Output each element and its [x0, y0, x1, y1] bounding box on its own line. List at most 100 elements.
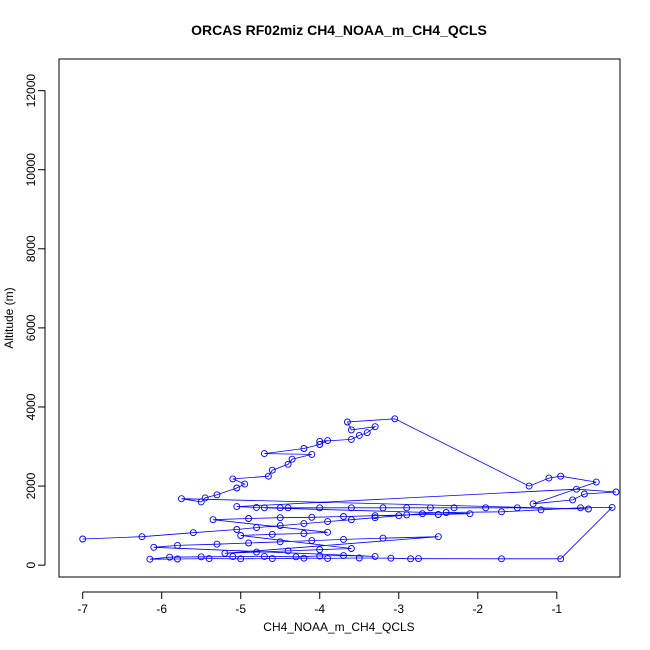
data-point — [324, 528, 332, 536]
data-point — [245, 539, 253, 547]
data-point — [355, 554, 363, 562]
data-point — [347, 504, 355, 512]
data-point — [573, 485, 580, 493]
data-point — [276, 504, 284, 512]
data-point — [308, 537, 316, 545]
data-point — [197, 553, 205, 561]
data-point — [498, 555, 505, 563]
data-point — [557, 555, 565, 563]
data-point — [371, 512, 379, 520]
data-point — [79, 535, 87, 543]
data-point — [233, 484, 241, 492]
data-point — [450, 504, 458, 512]
data-point — [419, 510, 426, 518]
x-tick-label: -3 — [393, 602, 404, 616]
data-point — [268, 530, 276, 538]
data-point — [529, 500, 537, 508]
x-axis-label: CH4_NOAA_m_CH4_QCLS — [263, 620, 414, 634]
data-point — [340, 552, 347, 560]
data-point — [264, 472, 272, 480]
data-point — [379, 534, 387, 542]
data-point — [498, 508, 505, 516]
data-point — [426, 504, 434, 512]
data-point — [237, 532, 245, 539]
data-point — [371, 552, 379, 560]
plot-frame — [58, 58, 621, 578]
data-point — [592, 478, 600, 486]
data-point — [415, 555, 422, 563]
y-tick-label: 10000 — [24, 153, 38, 187]
data-point — [580, 490, 588, 498]
data-point — [545, 474, 553, 482]
data-point — [201, 494, 209, 502]
data-point — [276, 514, 284, 522]
y-axis-label: Altitude (m) — [2, 287, 16, 348]
y-tick-label: 2000 — [24, 472, 38, 499]
data-point — [268, 555, 276, 563]
x-tick-label: -7 — [77, 602, 88, 616]
data-point — [577, 504, 584, 512]
x-axis: -7 -6 -5 -4 -3 -2 -1 — [77, 591, 562, 616]
data-point — [355, 431, 363, 439]
y-tick-label: 6000 — [24, 314, 38, 341]
data-point — [347, 545, 355, 552]
x-tick-label: -5 — [235, 602, 246, 616]
data-point — [241, 480, 249, 488]
data-point — [308, 513, 316, 521]
data-point — [612, 488, 620, 496]
series-line — [82, 418, 617, 560]
data-point — [174, 541, 181, 549]
data-point — [288, 455, 296, 463]
data-point — [284, 504, 292, 512]
data-point — [434, 511, 442, 518]
data-point — [513, 504, 521, 512]
data-point — [146, 555, 154, 563]
data-point — [482, 504, 490, 512]
data-point — [537, 506, 545, 514]
data-point — [205, 555, 213, 563]
data-point — [324, 554, 332, 562]
data-point — [407, 555, 415, 563]
data-point — [442, 509, 450, 516]
data-point — [138, 533, 146, 541]
data-point — [434, 533, 442, 541]
data-point — [233, 503, 241, 511]
data-point — [166, 553, 174, 561]
data-point — [197, 498, 205, 506]
data-point — [209, 516, 217, 524]
y-tick-label: 4000 — [24, 393, 38, 420]
data-point — [316, 441, 324, 448]
data-point — [347, 516, 355, 524]
data-point — [229, 475, 237, 483]
data-point — [253, 548, 260, 556]
chart-title: ORCAS RF02miz CH4_NOAA_m_CH4_QCLS — [191, 22, 487, 38]
x-tick-label: -6 — [156, 602, 167, 616]
data-point — [324, 437, 332, 445]
y-tick-label: 12000 — [24, 74, 38, 108]
data-point — [245, 515, 253, 522]
data-point — [347, 426, 355, 434]
data-point — [316, 437, 324, 445]
data-point — [340, 513, 347, 520]
data-point — [557, 472, 565, 480]
x-tick-label: -4 — [314, 602, 325, 616]
data-point — [371, 423, 379, 431]
series-layer — [79, 415, 620, 563]
data-point — [300, 520, 308, 528]
data-point — [525, 482, 533, 490]
data-point — [403, 504, 411, 512]
data-point — [363, 429, 371, 437]
y-axis: 0 2000 4000 6000 8000 10000 12000 — [24, 74, 46, 568]
data-point — [308, 450, 316, 458]
y-tick-label: 0 — [24, 561, 38, 568]
data-point — [260, 450, 268, 458]
y-tick-label: 8000 — [24, 235, 38, 262]
data-point — [324, 518, 332, 526]
data-point — [253, 503, 260, 511]
data-point — [189, 529, 197, 537]
data-point — [229, 553, 237, 561]
data-point — [284, 547, 292, 555]
data-point — [371, 514, 379, 522]
data-point — [213, 540, 221, 548]
data-point — [174, 555, 181, 563]
